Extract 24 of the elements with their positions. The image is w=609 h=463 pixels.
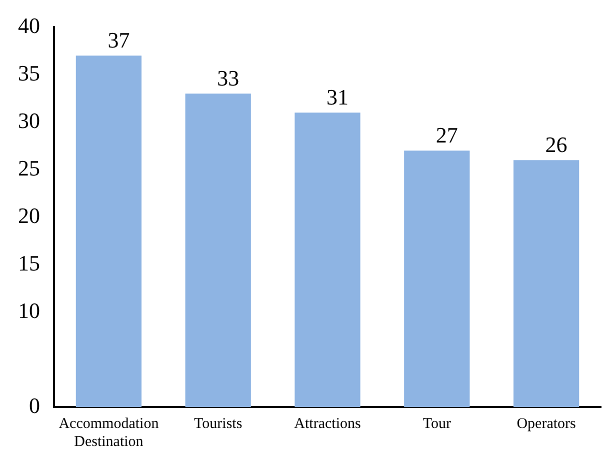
x-tick-label: Attractions [294,416,361,432]
y-tick-label: 20 [18,202,40,228]
x-tick-label: Tour [422,416,451,432]
x-tick-label: Tourists [194,416,242,432]
x-tick-label: Operators [516,416,576,432]
bar [513,160,580,407]
data-label: 31 [326,84,348,110]
y-tick-label: 10 [18,298,40,323]
y-tick-label: 0 [29,392,40,418]
category-label: Destination [74,434,144,450]
y-tick-label: 30 [18,108,40,133]
bar [185,94,251,407]
bar [404,150,470,407]
data-label: 26 [545,132,568,157]
bar [76,56,142,407]
y-tick-label: 35 [18,60,40,86]
data-label: 27 [436,122,458,148]
data-label: 33 [217,65,240,90]
data-label: 37 [108,27,130,52]
y-tick-label: 25 [18,155,40,180]
bar [294,112,360,407]
y-tick-label: 15 [18,250,40,276]
category-label: Accommodation [58,416,159,432]
y-tick-label: 40 [18,12,40,38]
